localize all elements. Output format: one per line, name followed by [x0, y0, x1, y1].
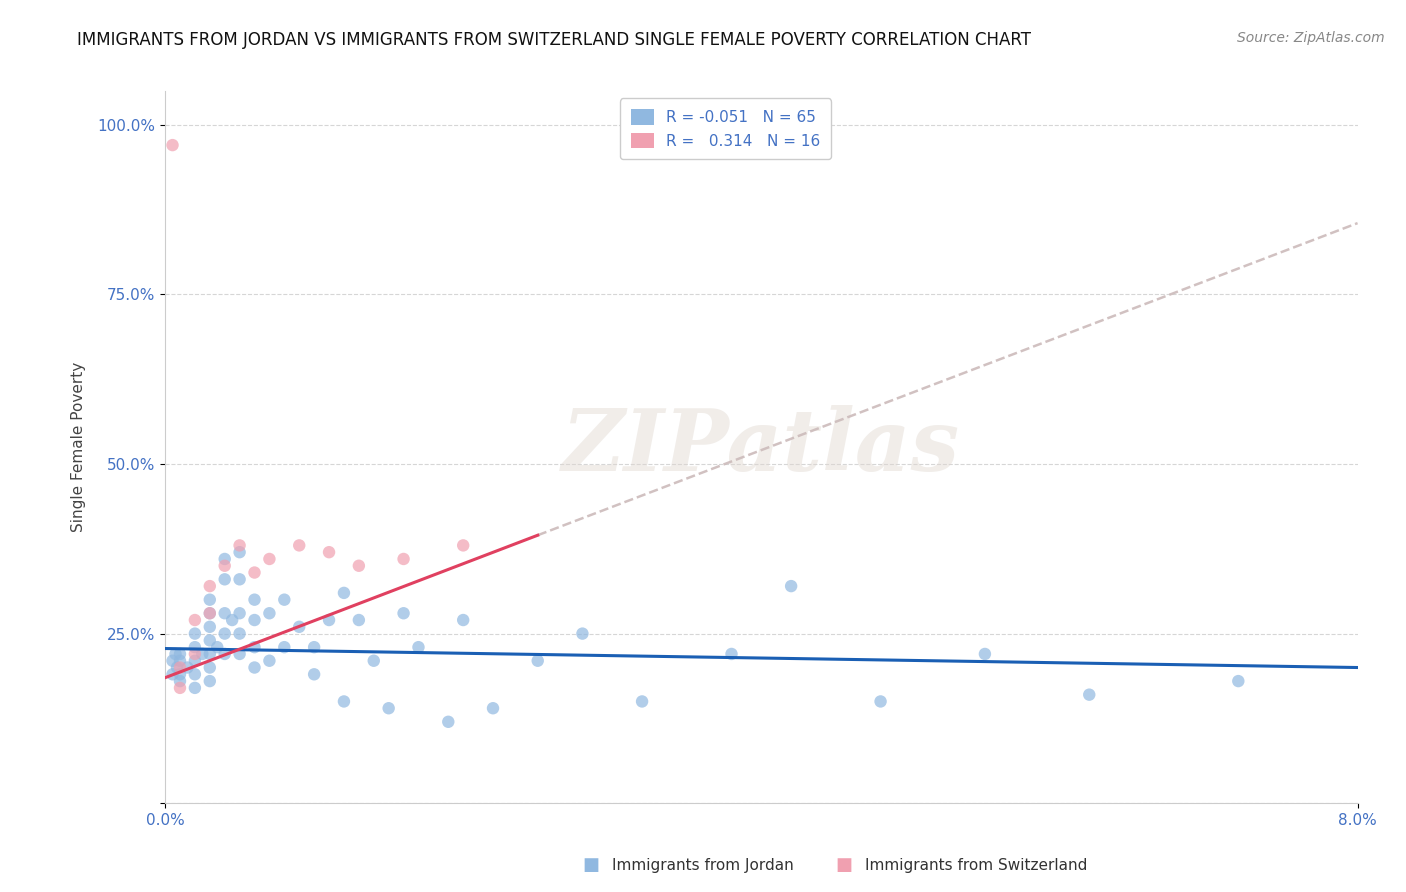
Point [198, 606, 221, 620]
Point [392, 606, 415, 620]
Point [363, 654, 385, 668]
Point [184, 681, 207, 695]
Point [228, 545, 250, 559]
Point [1078, 688, 1101, 702]
Point [408, 640, 430, 655]
Point [333, 586, 356, 600]
Point [318, 545, 340, 559]
Point [184, 640, 207, 655]
Point [198, 660, 221, 674]
Point [259, 552, 281, 566]
Point [302, 667, 325, 681]
Point [228, 572, 250, 586]
Point [221, 613, 243, 627]
Point [169, 654, 191, 668]
Point [184, 667, 207, 681]
Point [243, 640, 266, 655]
Point [228, 626, 250, 640]
Point [228, 538, 250, 552]
Point [198, 647, 221, 661]
Point [162, 654, 184, 668]
Point [169, 647, 191, 661]
Point [184, 654, 207, 668]
Point [377, 701, 399, 715]
Point [198, 674, 221, 689]
Point [214, 552, 236, 566]
Point [288, 538, 311, 552]
Point [191, 647, 214, 661]
Point [259, 606, 281, 620]
Point [318, 613, 340, 627]
Point [198, 579, 221, 593]
Point [273, 592, 295, 607]
Point [451, 613, 474, 627]
Point [214, 558, 236, 573]
Point [207, 640, 229, 655]
Text: IMMIGRANTS FROM JORDAN VS IMMIGRANTS FROM SWITZERLAND SINGLE FEMALE POVERTY CORR: IMMIGRANTS FROM JORDAN VS IMMIGRANTS FRO… [77, 31, 1032, 49]
Point [243, 613, 266, 627]
Point [184, 613, 207, 627]
Point [162, 138, 184, 153]
Point [302, 640, 325, 655]
Text: Source: ZipAtlas.com: Source: ZipAtlas.com [1237, 31, 1385, 45]
Point [974, 647, 997, 661]
Point [214, 626, 236, 640]
Point [198, 633, 221, 648]
Point [437, 714, 460, 729]
Point [165, 647, 187, 661]
Y-axis label: Single Female Poverty: Single Female Poverty [72, 362, 86, 533]
Text: Immigrants from Switzerland: Immigrants from Switzerland [865, 858, 1087, 872]
Point [392, 552, 415, 566]
Point [869, 694, 891, 708]
Point [166, 660, 188, 674]
Text: ■: ■ [582, 856, 599, 874]
Point [169, 660, 191, 674]
Point [273, 640, 295, 655]
Point [228, 647, 250, 661]
Point [333, 694, 356, 708]
Point [347, 558, 370, 573]
Point [169, 667, 191, 681]
Point [720, 647, 742, 661]
Point [1227, 674, 1250, 689]
Point [482, 701, 505, 715]
Point [631, 694, 654, 708]
Point [571, 626, 593, 640]
Point [243, 660, 266, 674]
Point [214, 606, 236, 620]
Point [162, 667, 184, 681]
Point [198, 620, 221, 634]
Point [243, 566, 266, 580]
Point [451, 538, 474, 552]
Point [214, 647, 236, 661]
Point [228, 606, 250, 620]
Point [259, 654, 281, 668]
Text: ZIPatlas: ZIPatlas [562, 405, 960, 489]
Point [169, 681, 191, 695]
Point [198, 606, 221, 620]
Legend: R = -0.051   N = 65, R =   0.314   N = 16: R = -0.051 N = 65, R = 0.314 N = 16 [620, 98, 831, 160]
Point [176, 660, 198, 674]
Point [243, 592, 266, 607]
Point [184, 647, 207, 661]
Point [526, 654, 548, 668]
Point [288, 620, 311, 634]
Point [169, 674, 191, 689]
Point [780, 579, 803, 593]
Point [347, 613, 370, 627]
Text: Immigrants from Jordan: Immigrants from Jordan [612, 858, 793, 872]
Point [198, 592, 221, 607]
Point [184, 626, 207, 640]
Point [214, 572, 236, 586]
Text: ■: ■ [835, 856, 852, 874]
